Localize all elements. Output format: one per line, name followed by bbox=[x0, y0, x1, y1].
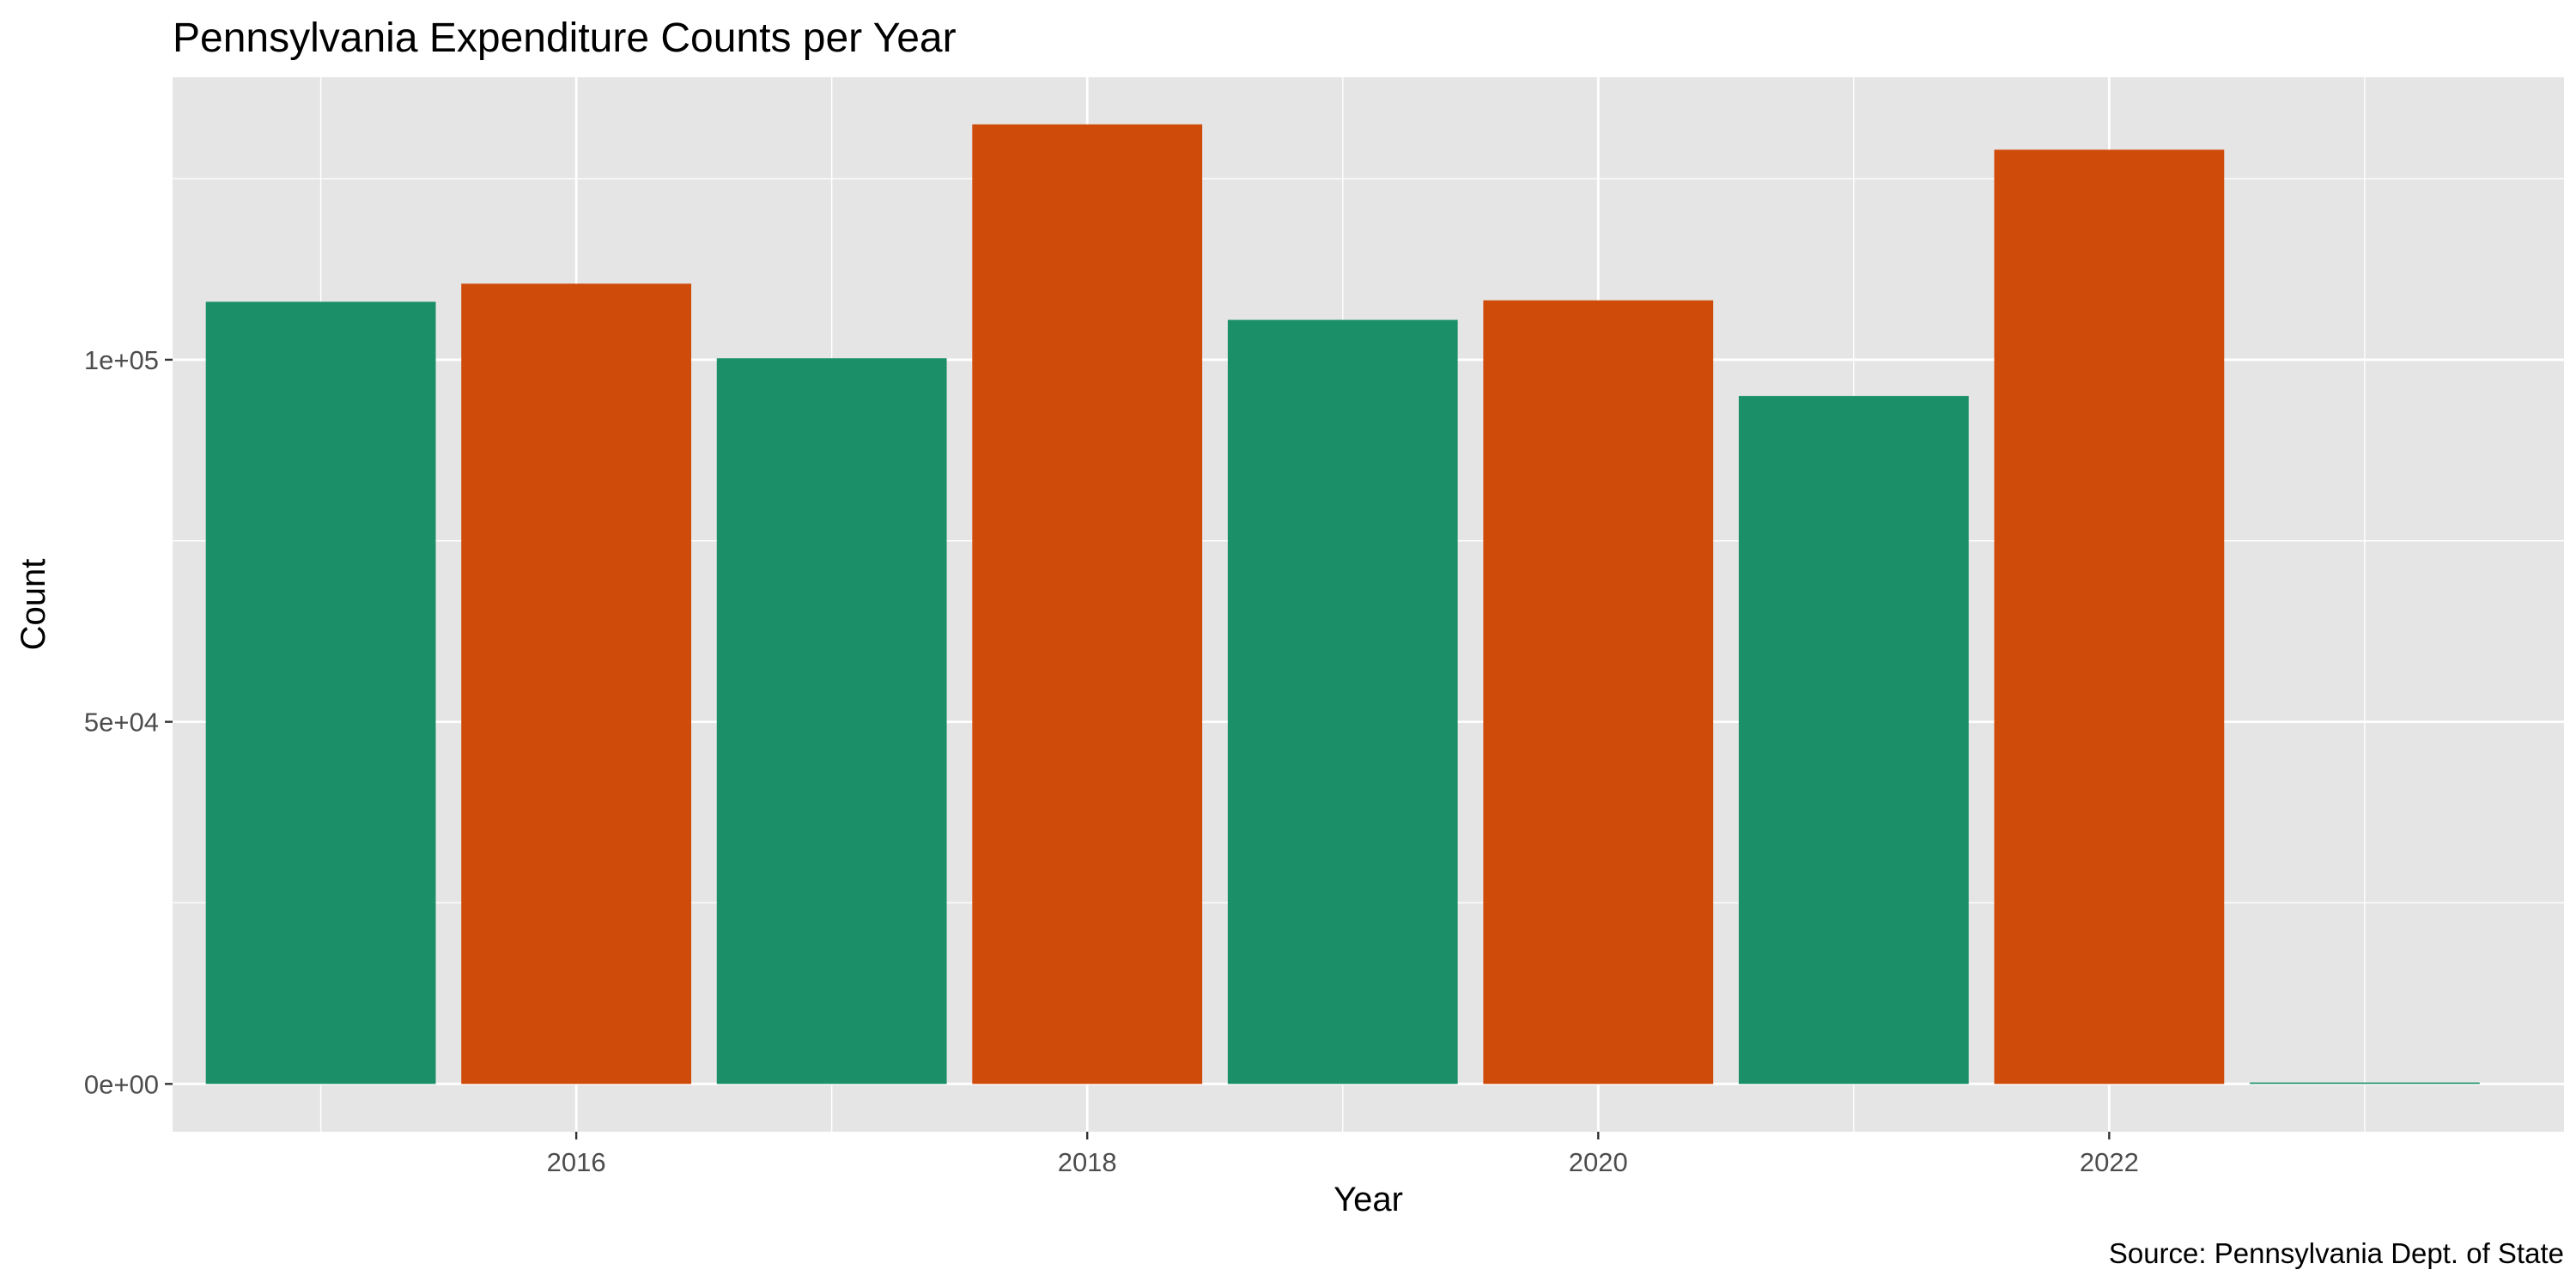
bar-2015 bbox=[205, 301, 436, 1084]
x-axis-label: Year bbox=[1334, 1181, 1403, 1218]
x-tick-label: 2016 bbox=[547, 1147, 606, 1177]
bar-2018 bbox=[972, 124, 1203, 1084]
y-tick-label: 5e+04 bbox=[84, 708, 159, 738]
y-axis-label: Count bbox=[15, 559, 52, 651]
x-tick-label: 2018 bbox=[1058, 1147, 1117, 1177]
bar-2021 bbox=[1738, 396, 1969, 1084]
x-axis: 2016 2018 2020 2022 bbox=[547, 1132, 2139, 1177]
y-tick-label: 0e+00 bbox=[84, 1069, 159, 1099]
bar-2022 bbox=[1994, 149, 2225, 1084]
bar-2016 bbox=[461, 283, 692, 1084]
bar-2023 bbox=[2250, 1082, 2480, 1084]
bars bbox=[205, 124, 2480, 1084]
y-tick-label: 1e+05 bbox=[84, 345, 159, 375]
chart-caption: Source: Pennsylvania Dept. of State bbox=[2109, 1237, 2564, 1269]
chart-title: Pennsylvania Expenditure Counts per Year bbox=[173, 15, 957, 61]
x-tick-label: 2020 bbox=[1569, 1147, 1628, 1177]
bar-2019 bbox=[1227, 319, 1458, 1084]
x-tick-label: 2022 bbox=[2080, 1147, 2139, 1177]
bar-2017 bbox=[716, 358, 947, 1084]
bar-2020 bbox=[1483, 300, 1714, 1084]
y-axis: 0e+00 5e+04 1e+05 bbox=[84, 345, 173, 1099]
